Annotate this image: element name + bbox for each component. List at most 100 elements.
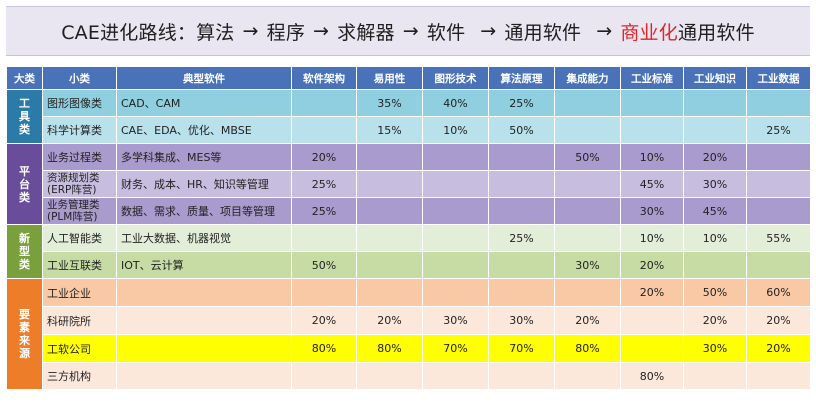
- table-header-row: 大类 小类 典型软件 软件架构 易用性 图形技术 算法原理 集成能力 工业标准 …: [6, 66, 811, 90]
- title-step-solver: 求解器: [337, 21, 395, 44]
- subcategory-cell: 科研院所: [42, 306, 117, 335]
- typical-software-cell: [116, 278, 292, 307]
- value-cell: [683, 89, 747, 117]
- value-cell: 20%: [620, 251, 684, 279]
- value-cell: [746, 251, 811, 279]
- table-row: 工软公司 80% 80% 70% 70% 80% 30% 20%: [7, 334, 811, 363]
- value-cell: [356, 251, 423, 279]
- value-cell: 80%: [356, 334, 423, 363]
- value-cell: 20%: [683, 143, 747, 171]
- value-cell: 30%: [620, 197, 684, 225]
- value-cell: [683, 251, 747, 279]
- value-cell: [422, 170, 489, 198]
- table-row: 工具类 图形图像类 CAD、CAM 35% 40% 25%: [6, 89, 811, 144]
- value-cell: 35%: [356, 89, 423, 117]
- value-cell: [356, 197, 423, 225]
- value-cell: 20%: [620, 278, 684, 307]
- value-cell: [356, 170, 423, 198]
- value-cell: [422, 362, 489, 390]
- typical-software-cell: 财务、成本、HR、知识等管理: [116, 170, 292, 198]
- value-cell: 50%: [554, 143, 621, 171]
- value-cell: 80%: [291, 334, 357, 363]
- value-cell: 20%: [746, 306, 811, 335]
- value-cell: [554, 170, 621, 198]
- typical-software-cell: 多学科集成、MES等: [116, 143, 292, 171]
- value-cell: [422, 278, 489, 307]
- value-cell: [620, 306, 684, 335]
- arrow-icon: →: [242, 20, 259, 42]
- header-industry-standard: 工业标准: [620, 66, 684, 90]
- value-cell: 60%: [746, 278, 811, 307]
- value-cell: 25%: [488, 89, 555, 117]
- header-typical-software: 典型软件: [116, 66, 292, 90]
- value-cell: [291, 362, 357, 390]
- typical-software-cell: 工业大数据、机器视觉: [116, 224, 292, 252]
- value-cell: 20%: [291, 306, 357, 335]
- value-cell: 20%: [683, 306, 747, 335]
- subcategory-cell: 业务过程类: [42, 143, 117, 171]
- value-cell: 20%: [291, 143, 357, 171]
- table-row: 科学计算类 CAE、EDA、优化、MBSE 15% 10% 50% 25%: [7, 116, 811, 144]
- value-cell: [554, 89, 621, 117]
- value-cell: [488, 278, 555, 307]
- subcategory-cell: 工业企业: [42, 278, 117, 307]
- value-cell: [488, 143, 555, 171]
- value-cell: 30%: [488, 306, 555, 335]
- category-cell-tools: 工具类: [6, 89, 43, 144]
- subcategory-cell: 三方机构: [42, 362, 117, 390]
- typical-software-cell: CAD、CAM: [116, 89, 292, 117]
- title-step-software: 软件: [426, 21, 466, 44]
- value-cell: [291, 224, 357, 252]
- value-cell: 50%: [291, 251, 357, 279]
- value-cell: 50%: [488, 116, 555, 144]
- value-cell: [291, 89, 357, 117]
- typical-software-cell: [116, 362, 292, 390]
- header-graphics: 图形技术: [422, 66, 489, 90]
- table-row: 工业互联类 IOT、云计算 50% 30% 20%: [7, 251, 811, 279]
- header-industry-data: 工业数据: [746, 66, 811, 90]
- category-label: 工具类: [19, 97, 30, 136]
- value-cell: [488, 362, 555, 390]
- header-category: 大类: [6, 66, 43, 90]
- table-row: 新型类 人工智能类 工业大数据、机器视觉 25% 10% 10% 55%: [6, 224, 811, 279]
- value-cell: [620, 334, 684, 363]
- value-cell: [683, 116, 747, 144]
- value-cell: 70%: [422, 334, 489, 363]
- value-cell: [554, 116, 621, 144]
- value-cell: 55%: [746, 224, 811, 252]
- value-cell: 45%: [620, 170, 684, 198]
- value-cell: 25%: [488, 224, 555, 252]
- table-row: 三方机构 80%: [7, 362, 811, 390]
- table-row: 科研院所 20% 20% 30% 30% 20% 20% 20%: [7, 306, 811, 335]
- value-cell: 25%: [291, 170, 357, 198]
- value-cell: 30%: [422, 306, 489, 335]
- value-cell: [554, 362, 621, 390]
- value-cell: [291, 278, 357, 307]
- value-cell: [620, 116, 684, 144]
- title-step-program: 程序: [266, 21, 306, 44]
- arrow-icon: →: [480, 20, 497, 42]
- value-cell: 10%: [620, 143, 684, 171]
- subcategory-cell: 人工智能类: [42, 224, 117, 252]
- subcategory-cell: 图形图像类: [42, 89, 117, 117]
- value-cell: 30%: [554, 251, 621, 279]
- value-cell: [422, 251, 489, 279]
- table-row: 资源规划类 (ERP阵营) 财务、成本、HR、知识等管理 25% 45% 30%: [7, 170, 811, 198]
- subcategory-cell: 工软公司: [42, 334, 117, 363]
- value-cell: 30%: [683, 334, 747, 363]
- value-cell: [422, 224, 489, 252]
- value-cell: [291, 116, 357, 144]
- table-row: 要素来源 工业企业 20% 50% 60%: [6, 278, 811, 390]
- arrow-icon: →: [313, 20, 330, 42]
- value-cell: 25%: [291, 197, 357, 225]
- title-step-commercial: 商业化: [620, 21, 678, 44]
- header-usability: 易用性: [356, 66, 423, 90]
- header-architecture: 软件架构: [291, 66, 357, 90]
- value-cell: 20%: [356, 306, 423, 335]
- value-cell: [746, 143, 811, 171]
- value-cell: [422, 197, 489, 225]
- value-cell: 20%: [554, 306, 621, 335]
- subcategory-cell: 业务管理类 (PLM阵营): [42, 197, 117, 225]
- header-subcategory: 小类: [42, 66, 117, 90]
- typical-software-cell: IOT、云计算: [116, 251, 292, 279]
